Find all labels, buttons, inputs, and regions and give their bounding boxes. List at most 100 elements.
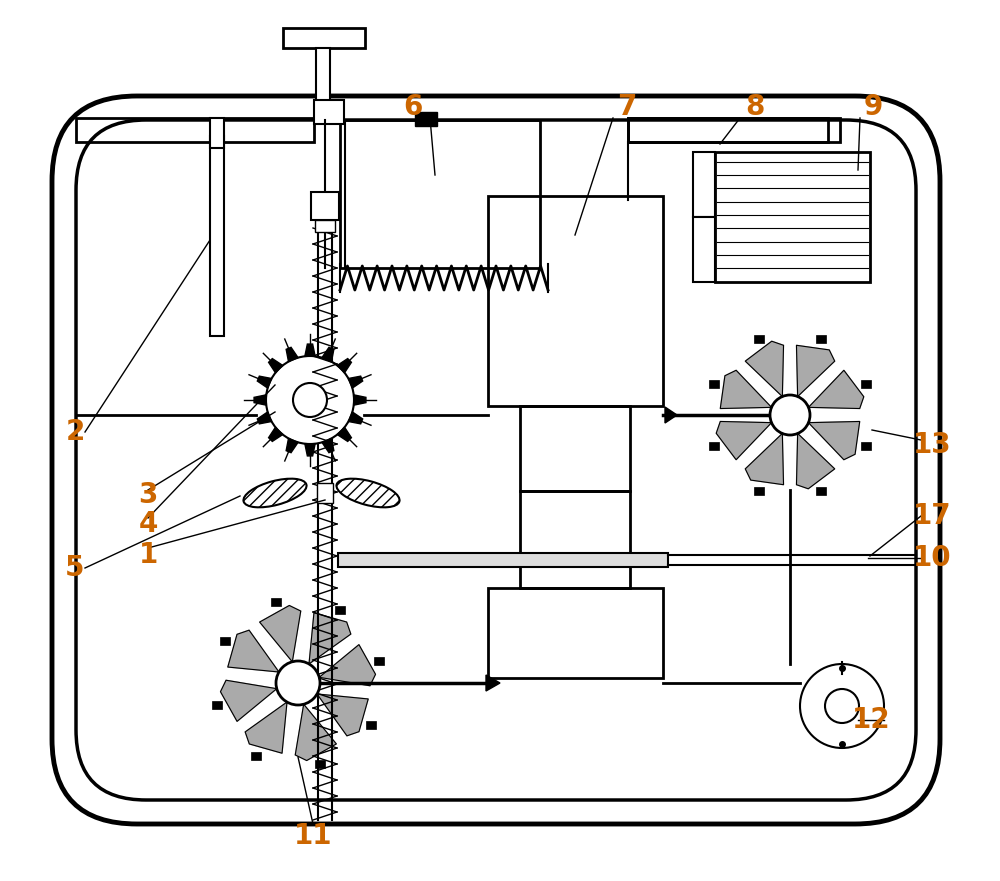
Bar bbox=[338, 553, 668, 567]
Polygon shape bbox=[305, 444, 315, 456]
Polygon shape bbox=[317, 694, 368, 736]
Text: 4: 4 bbox=[138, 510, 158, 538]
Polygon shape bbox=[309, 613, 351, 664]
Bar bbox=[374, 657, 384, 665]
Bar bbox=[220, 637, 230, 645]
Bar bbox=[709, 442, 719, 450]
Bar bbox=[52, 181, 76, 739]
Bar bbox=[628, 118, 828, 142]
Polygon shape bbox=[354, 395, 366, 405]
Bar bbox=[311, 192, 339, 220]
Circle shape bbox=[276, 661, 320, 705]
Bar bbox=[271, 598, 281, 606]
Polygon shape bbox=[808, 421, 860, 460]
Bar bbox=[210, 136, 224, 336]
Text: 11: 11 bbox=[294, 822, 332, 850]
Bar bbox=[210, 118, 224, 148]
Polygon shape bbox=[720, 370, 772, 409]
Bar bbox=[315, 220, 335, 232]
Bar bbox=[488, 196, 663, 406]
Text: 5: 5 bbox=[65, 554, 85, 582]
Polygon shape bbox=[745, 341, 784, 396]
Bar bbox=[816, 336, 826, 344]
Bar bbox=[916, 181, 940, 739]
FancyBboxPatch shape bbox=[52, 96, 940, 824]
Bar bbox=[693, 217, 715, 282]
Polygon shape bbox=[305, 344, 315, 356]
Bar bbox=[317, 483, 333, 503]
Bar bbox=[137, 800, 855, 824]
Bar bbox=[488, 588, 663, 678]
Bar bbox=[212, 700, 222, 708]
Bar bbox=[488, 588, 663, 678]
Polygon shape bbox=[257, 412, 272, 424]
Circle shape bbox=[266, 356, 354, 444]
Bar bbox=[340, 120, 540, 268]
Bar bbox=[520, 406, 630, 491]
Bar bbox=[754, 487, 764, 495]
Text: 13: 13 bbox=[913, 431, 951, 459]
Polygon shape bbox=[220, 680, 277, 722]
Polygon shape bbox=[269, 427, 283, 441]
Bar bbox=[137, 96, 855, 120]
Bar bbox=[520, 491, 630, 588]
Polygon shape bbox=[796, 345, 835, 396]
Bar bbox=[520, 406, 630, 491]
Circle shape bbox=[825, 689, 859, 723]
Bar bbox=[693, 152, 715, 217]
Circle shape bbox=[293, 383, 327, 417]
Ellipse shape bbox=[336, 478, 400, 507]
Bar bbox=[628, 118, 828, 142]
Polygon shape bbox=[254, 395, 266, 405]
Bar bbox=[76, 118, 314, 142]
Bar bbox=[628, 118, 840, 142]
Polygon shape bbox=[348, 412, 363, 424]
Text: 2: 2 bbox=[65, 418, 85, 446]
Polygon shape bbox=[322, 439, 334, 453]
Bar bbox=[76, 118, 314, 142]
Bar bbox=[861, 380, 871, 388]
Circle shape bbox=[800, 664, 884, 748]
Polygon shape bbox=[245, 702, 287, 753]
Polygon shape bbox=[269, 359, 283, 373]
Polygon shape bbox=[260, 605, 301, 662]
Bar bbox=[415, 112, 437, 126]
Bar bbox=[316, 48, 330, 108]
Text: 8: 8 bbox=[745, 93, 765, 121]
Bar bbox=[366, 721, 376, 729]
Circle shape bbox=[770, 395, 810, 435]
Bar bbox=[340, 120, 540, 268]
Polygon shape bbox=[286, 439, 298, 453]
Bar bbox=[628, 118, 840, 142]
Bar bbox=[754, 336, 764, 344]
Polygon shape bbox=[486, 675, 500, 691]
Polygon shape bbox=[286, 347, 298, 361]
Text: 12: 12 bbox=[852, 706, 890, 734]
Bar bbox=[315, 760, 325, 768]
Polygon shape bbox=[745, 433, 784, 485]
Text: 6: 6 bbox=[403, 93, 423, 121]
Bar bbox=[816, 487, 826, 495]
Bar bbox=[861, 442, 871, 450]
Bar bbox=[488, 196, 663, 406]
Polygon shape bbox=[319, 645, 376, 685]
Bar bbox=[709, 380, 719, 388]
Bar bbox=[314, 100, 344, 124]
Polygon shape bbox=[228, 630, 279, 672]
Text: 1: 1 bbox=[138, 541, 158, 569]
Bar bbox=[520, 491, 630, 588]
Bar bbox=[251, 751, 261, 759]
Ellipse shape bbox=[243, 478, 307, 507]
Text: 10: 10 bbox=[913, 544, 951, 572]
Polygon shape bbox=[716, 421, 772, 460]
Text: 3: 3 bbox=[138, 481, 158, 509]
Polygon shape bbox=[348, 376, 363, 388]
Polygon shape bbox=[295, 704, 336, 760]
Bar bbox=[715, 152, 870, 282]
Polygon shape bbox=[257, 376, 272, 388]
Polygon shape bbox=[337, 427, 351, 441]
Polygon shape bbox=[665, 407, 677, 423]
Text: 9: 9 bbox=[863, 93, 883, 121]
Text: 7: 7 bbox=[617, 93, 637, 121]
Polygon shape bbox=[796, 433, 835, 489]
